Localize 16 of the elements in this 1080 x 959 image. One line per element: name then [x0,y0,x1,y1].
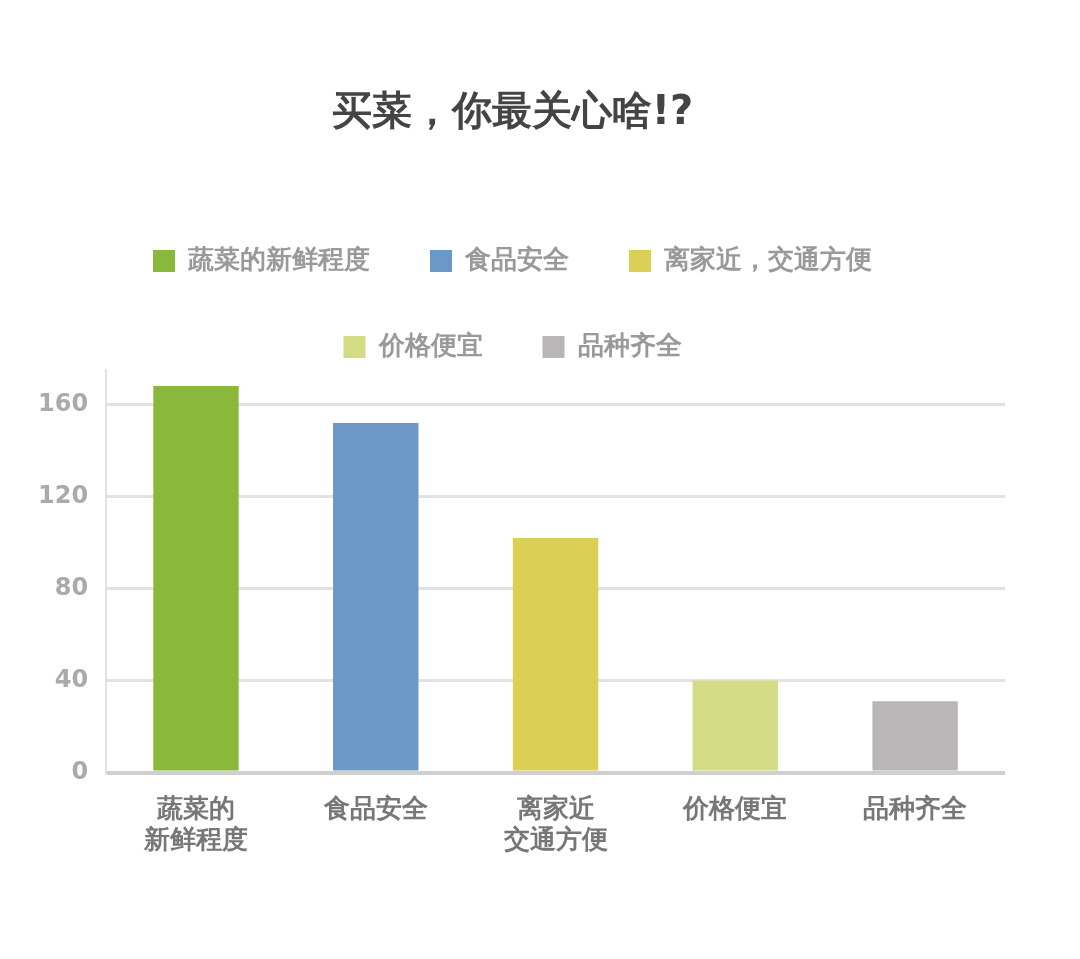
legend-label: 蔬菜的新鲜程度 [187,243,370,274]
y-tick-label: 160 [37,388,89,417]
x-tick-label: 离家近交通方便 [502,792,608,855]
y-tick-label: 40 [54,664,89,693]
x-tick-label: 蔬菜的新鲜程度 [142,792,248,855]
y-tick-label: 120 [37,480,89,509]
x-tick-label: 价格便宜 [682,792,788,823]
legend-label: 品种齐全 [577,329,683,360]
x-tick-label: 食品安全 [322,792,429,823]
chart-title: 买菜，你最关心啥!? [331,87,694,134]
y-tick-label: 80 [54,572,89,601]
legend-label: 食品安全 [464,243,570,274]
legend-label: 离家近，交通方便 [663,243,872,274]
x-tick-label: 品种齐全 [863,792,969,823]
y-tick-label: 0 [71,756,89,785]
legend-label: 价格便宜 [377,329,483,360]
